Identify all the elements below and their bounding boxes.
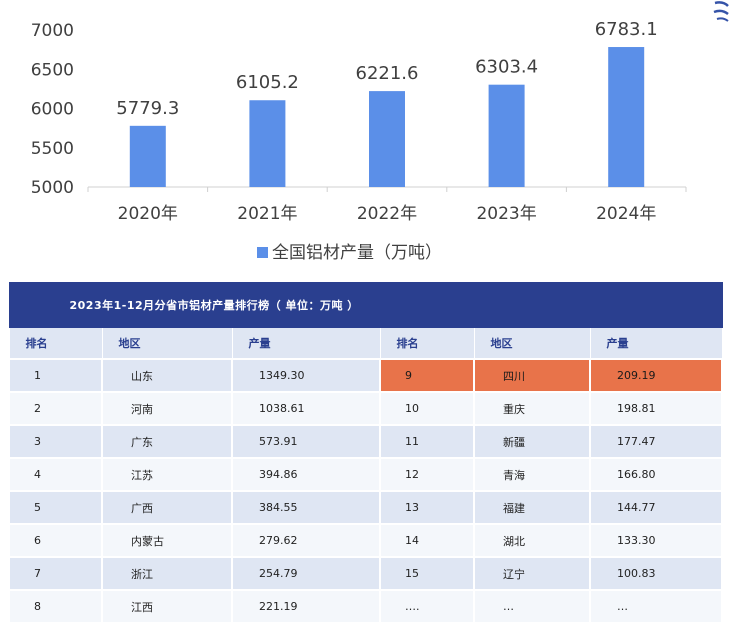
cell-rank: 14	[379, 523, 475, 558]
table-row: 2 河南 1038.61 10 重庆 198.81	[8, 391, 724, 426]
table-row: 5 广西 384.55 13 福建 144.77	[8, 490, 724, 525]
cell-output: 254.79	[231, 556, 381, 591]
cell-region: 四川	[473, 358, 591, 393]
table-row: 1 山东 1349.30 9 四川 209.19	[8, 358, 724, 393]
table-row: 7 浙江 254.79 15 辽宁 100.83	[8, 556, 724, 591]
cell-region: 山东	[101, 358, 233, 393]
legend: 全国铝材产量（万吨）	[257, 243, 442, 263]
y-axis-ticks: 5000 5500 6000 6500 7000	[31, 21, 74, 198]
x-tick-label: 2023年	[476, 204, 536, 224]
cell-rank: 4	[8, 457, 103, 492]
table-title-row: 2023年1-12月分省市铝材产量排行榜（ 单位：万吨 ）	[8, 282, 723, 328]
y-tick-label: 6000	[31, 100, 74, 120]
cell-region: …	[473, 589, 591, 624]
table-header-row: 排名 地区 产量 排名 地区 产量	[8, 327, 723, 360]
cell-region: 青海	[473, 457, 591, 492]
cell-rank: 3	[8, 424, 103, 459]
cell-region: 广西	[101, 490, 233, 525]
cell-output: 133.30	[588, 523, 724, 558]
cell-output: 100.83	[588, 556, 724, 591]
cell-output: 144.77	[588, 490, 724, 525]
cell-region: 浙江	[101, 556, 233, 591]
table-title: 2023年1-12月分省市铝材产量排行榜（ 单位：万吨 ）	[8, 282, 723, 328]
cell-output: 198.81	[588, 391, 724, 426]
cell-output: 221.19	[231, 589, 381, 624]
cell-region: 河南	[101, 391, 233, 426]
cell-output: 394.86	[231, 457, 381, 492]
cell-output: 279.62	[231, 523, 381, 558]
cell-region: 内蒙古	[101, 523, 233, 558]
cell-region: 辽宁	[473, 556, 591, 591]
ranking-table: 2023年1-12月分省市铝材产量排行榜（ 单位：万吨 ） 排名 地区 产量 排…	[8, 282, 724, 624]
cell-rank: 10	[379, 391, 475, 426]
x-tick-label: 2024年	[596, 204, 656, 224]
header-output-2: 产量	[589, 327, 723, 360]
cell-region: 重庆	[473, 391, 591, 426]
cell-rank: 8	[8, 589, 103, 624]
x-tick-label: 2022年	[357, 204, 417, 224]
y-tick-label: 7000	[31, 21, 74, 41]
x-tick-label: 2020年	[118, 204, 178, 224]
x-axis-labels: 2020年 2021年 2022年 2023年 2024年	[118, 204, 657, 224]
logo-fragment-icon	[709, 0, 729, 28]
cell-output: 177.47	[588, 424, 724, 459]
legend-swatch	[257, 247, 268, 258]
header-rank: 排名	[8, 327, 103, 360]
cell-region: 新疆	[473, 424, 591, 459]
header-output: 产量	[231, 327, 381, 360]
bar-series	[129, 47, 645, 188]
cell-rank: 12	[379, 457, 475, 492]
bar	[608, 47, 645, 188]
header-region: 地区	[101, 327, 233, 360]
cell-rank: 13	[379, 490, 475, 525]
cell-rank: ….	[379, 589, 475, 624]
cell-rank: 9	[379, 358, 475, 393]
cell-rank: 6	[8, 523, 103, 558]
cell-output: 166.80	[588, 457, 724, 492]
data-label: 6783.1	[595, 19, 658, 40]
cell-rank: 15	[379, 556, 475, 591]
header-region-2: 地区	[473, 327, 591, 360]
cell-region: 江西	[101, 589, 233, 624]
cell-rank: 11	[379, 424, 475, 459]
cell-output: 209.19	[588, 358, 724, 393]
bar	[369, 91, 405, 187]
bar	[488, 84, 525, 187]
table-row: 3 广东 573.91 11 新疆 177.47	[8, 424, 724, 459]
cell-output: 1038.61	[231, 391, 381, 426]
bar-chart: 5000 5500 6000 6500 7000 5779.3 6105.2 6221.6 6…	[31, 19, 687, 263]
cell-output: 1349.30	[231, 358, 381, 393]
header-rank-2: 排名	[379, 327, 475, 360]
cell-region: 江苏	[101, 457, 233, 492]
cell-output: 573.91	[231, 424, 381, 459]
y-tick-label: 6500	[31, 60, 74, 80]
ranking-table-container: 2023年1-12月分省市铝材产量排行榜（ 单位：万吨 ） 排名 地区 产量 排…	[8, 282, 724, 624]
cell-region: 福建	[473, 490, 591, 525]
cell-rank: 5	[8, 490, 103, 525]
cell-output: 384.55	[231, 490, 381, 525]
cell-region: 湖北	[473, 523, 591, 558]
table-row: 8 江西 221.19….……	[8, 589, 724, 624]
y-tick-label: 5500	[31, 139, 74, 159]
cell-rank: 2	[8, 391, 103, 426]
bar	[249, 100, 286, 187]
table-row: 6 内蒙古 279.62 14 湖北 133.30	[8, 523, 724, 558]
cell-output: …	[588, 589, 724, 624]
data-label: 6303.4	[475, 57, 538, 78]
x-tick-label: 2021年	[237, 204, 297, 224]
data-label: 5779.3	[116, 98, 179, 119]
table-row: 4 江苏 394.86 12 青海 166.80	[8, 457, 724, 492]
cell-region: 广东	[101, 424, 233, 459]
data-label: 6105.2	[236, 72, 299, 93]
data-label: 6221.6	[356, 63, 419, 84]
cell-rank: 1	[8, 358, 103, 393]
bar	[129, 125, 166, 187]
data-labels: 5779.3 6105.2 6221.6 6303.4 6783.1	[116, 19, 657, 119]
cell-rank: 7	[8, 556, 103, 591]
x-axis-tick-marks	[87, 187, 687, 192]
y-tick-label: 5000	[31, 178, 74, 198]
legend-label: 全国铝材产量（万吨）	[272, 243, 442, 263]
